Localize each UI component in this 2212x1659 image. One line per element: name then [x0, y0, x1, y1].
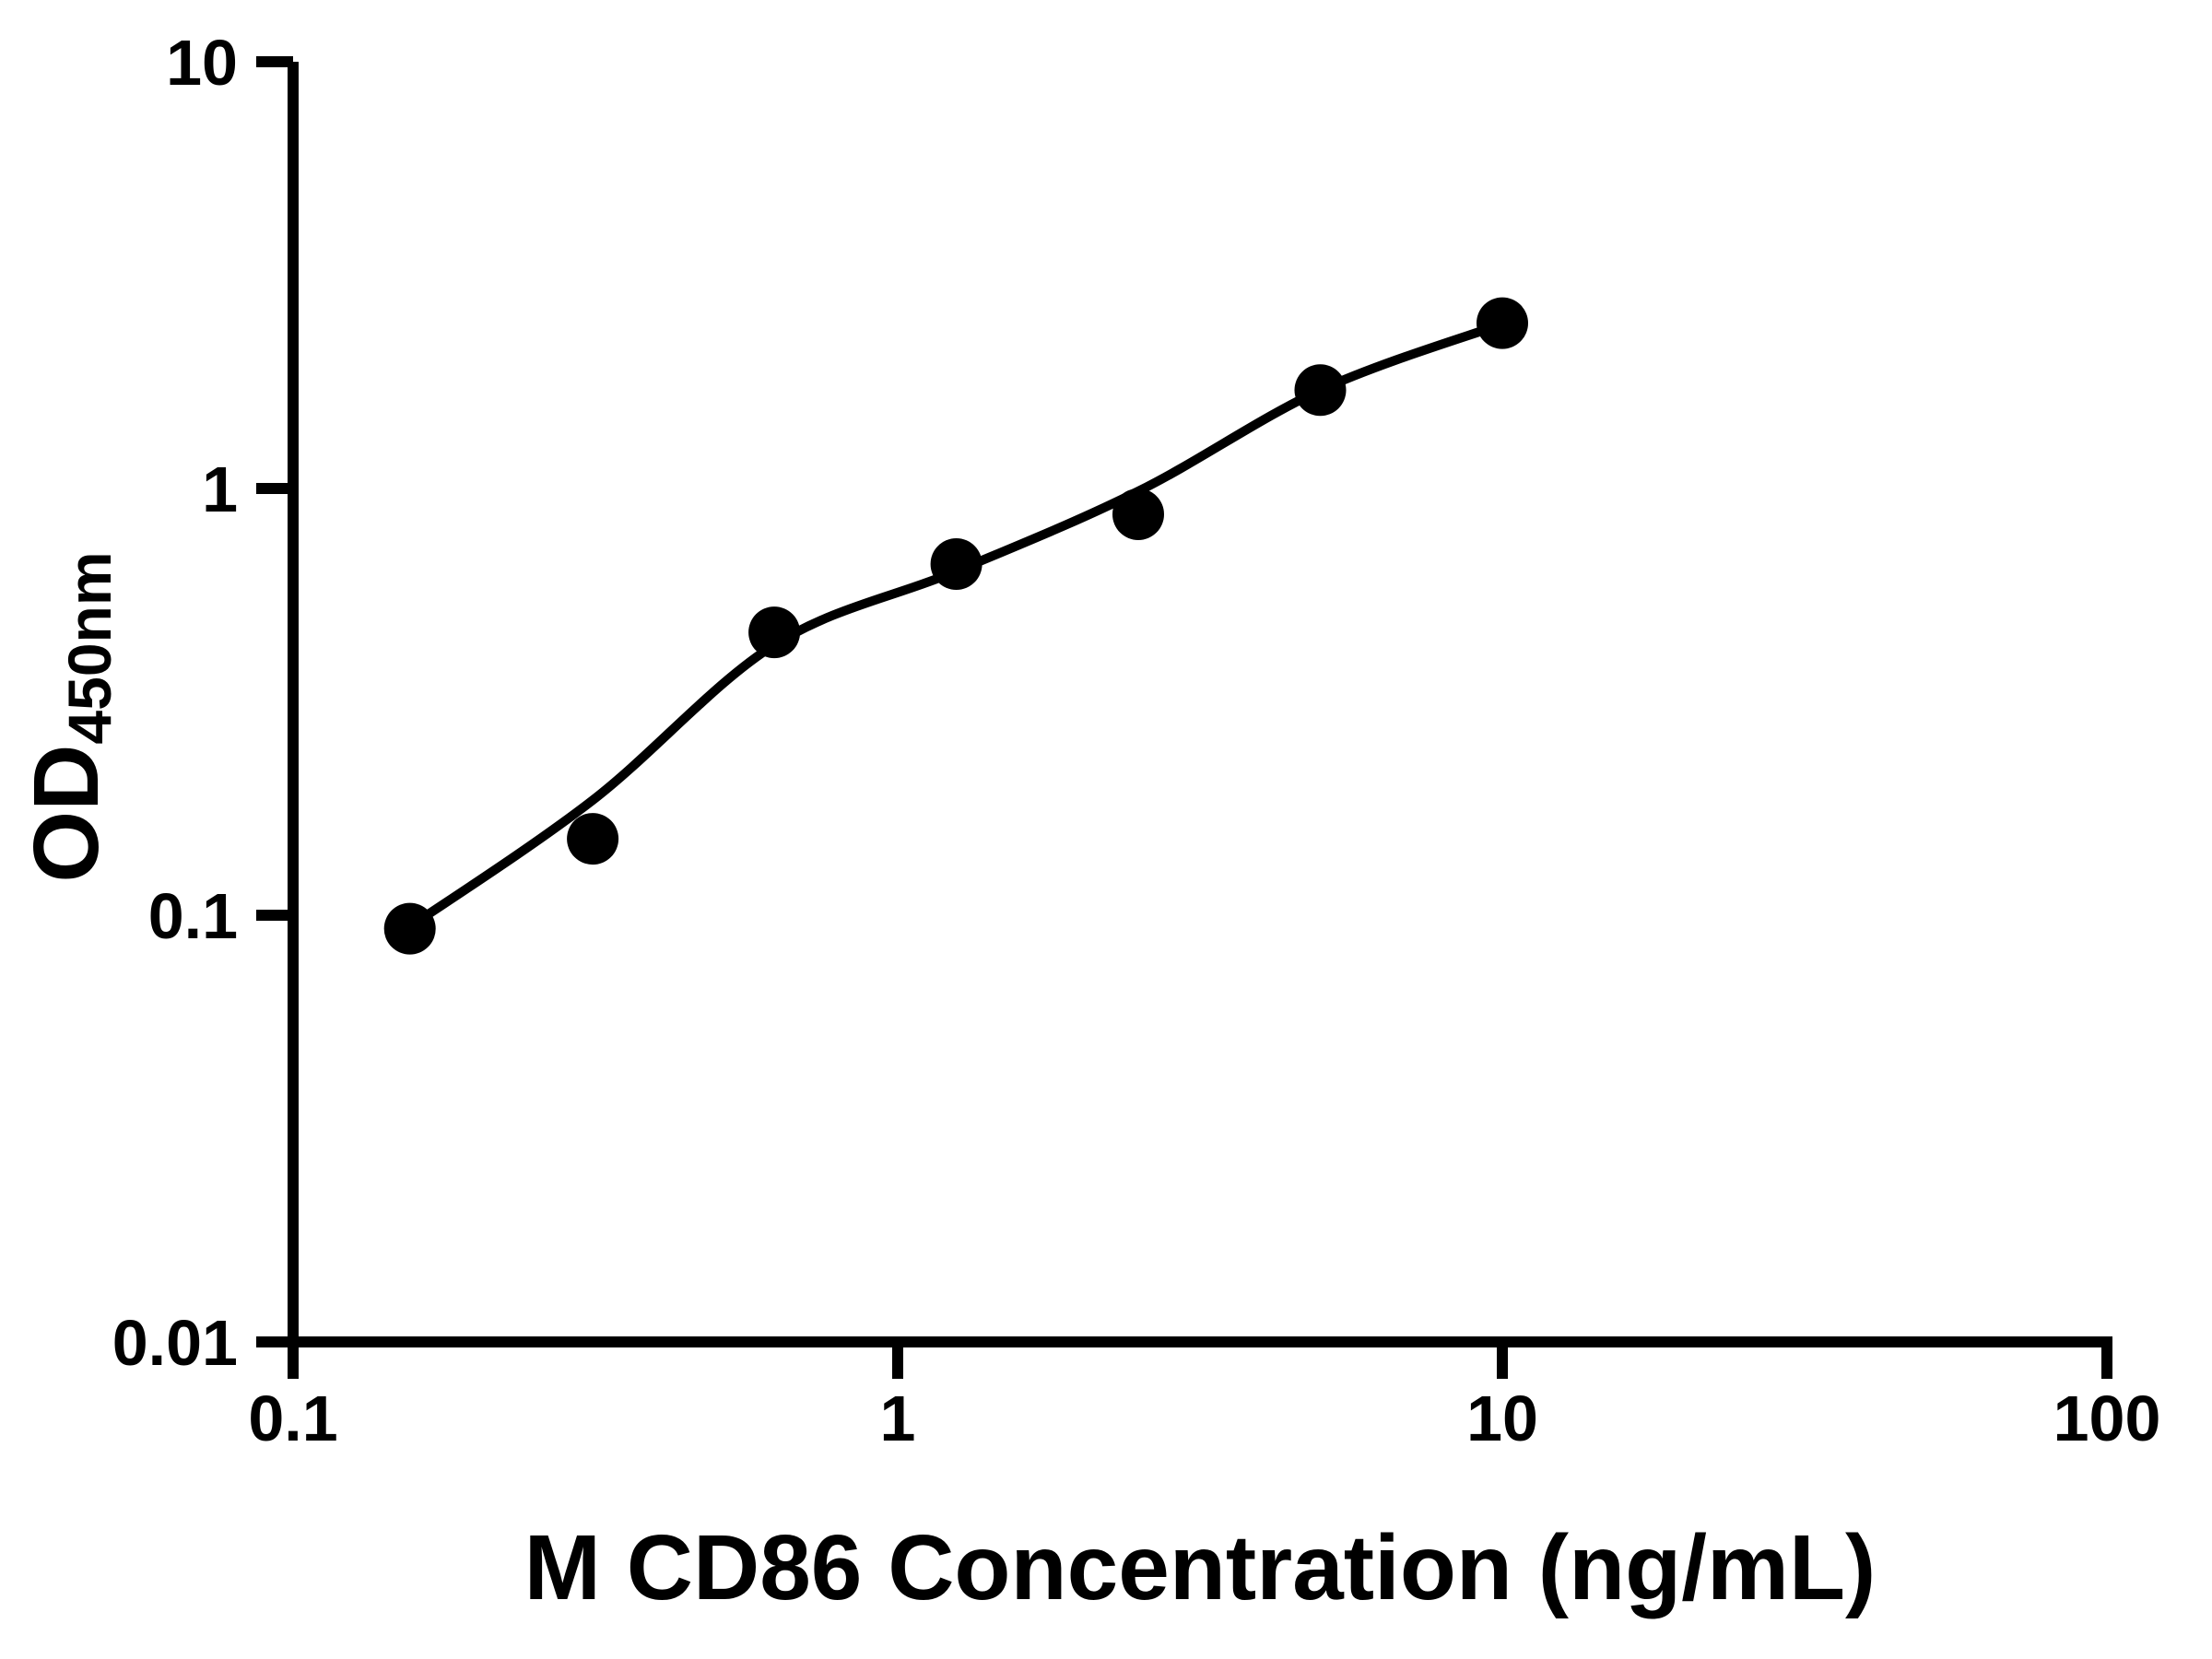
- y-tick-label: 1: [202, 453, 238, 525]
- y-axis-title-subscript: 450nm: [55, 551, 124, 744]
- y-tick-label: 10: [166, 27, 238, 99]
- y-axis-title: OD450nm: [15, 551, 124, 882]
- y-tick-label: 0.01: [112, 1307, 238, 1379]
- y-axis-title-main: OD: [15, 745, 118, 883]
- data-points: [383, 297, 1528, 955]
- x-tick-label: 1: [880, 1382, 916, 1454]
- axis-ticks: [256, 56, 2112, 1379]
- x-axis-title: M CD86 Concentration (ng/mL): [524, 1516, 1877, 1619]
- data-point: [567, 813, 619, 865]
- x-tick-label: 0.1: [248, 1382, 337, 1454]
- x-tick-label: 100: [2053, 1382, 2161, 1454]
- data-point: [1112, 488, 1164, 540]
- data-point: [930, 538, 982, 590]
- data-point: [383, 902, 436, 955]
- data-point: [1477, 297, 1528, 349]
- data-point: [748, 606, 801, 659]
- y-tick-label: 0.1: [148, 880, 238, 952]
- data-point: [1294, 364, 1347, 417]
- x-tick-label: 10: [1466, 1382, 1538, 1454]
